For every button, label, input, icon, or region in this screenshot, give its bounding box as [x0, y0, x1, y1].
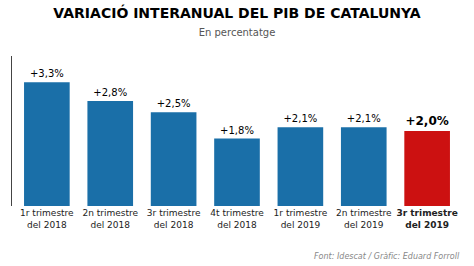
svg-text:+2,1%: +2,1%	[283, 113, 317, 124]
svg-text:+2,0%: +2,0%	[405, 114, 448, 128]
svg-text:2n trimestredel 2019: 2n trimestredel 2019	[336, 208, 392, 230]
svg-text:1r trimestredel 2019: 1r trimestredel 2019	[274, 208, 328, 230]
svg-text:VARIACIÓ INTERANUAL DEL PIB DE: VARIACIÓ INTERANUAL DEL PIB DE CATALUNYA…	[53, 4, 420, 38]
svg-text:+3,3%: +3,3%	[30, 68, 64, 79]
svg-text:4t trimestredel 2018: 4t trimestredel 2018	[210, 208, 264, 230]
svg-text:+2,8%: +2,8%	[93, 87, 127, 98]
svg-text:1r trimestredel 2018: 1r trimestredel 2018	[20, 208, 74, 230]
svg-text:+1,8%: +1,8%	[220, 125, 254, 136]
svg-text:+2,5%: +2,5%	[157, 98, 191, 109]
svg-text:Font: Idescat / Gràfic: Eduard: Font: Idescat / Gràfic: Eduard Forroll	[314, 252, 460, 261]
svg-text:3r trimestredel 2018: 3r trimestredel 2018	[147, 208, 201, 230]
svg-text:+2,1%: +2,1%	[347, 113, 381, 124]
svg-text:3r trimestredel 2019: 3r trimestredel 2019	[396, 208, 457, 230]
svg-text:2n trimestredel 2018: 2n trimestredel 2018	[82, 208, 138, 230]
